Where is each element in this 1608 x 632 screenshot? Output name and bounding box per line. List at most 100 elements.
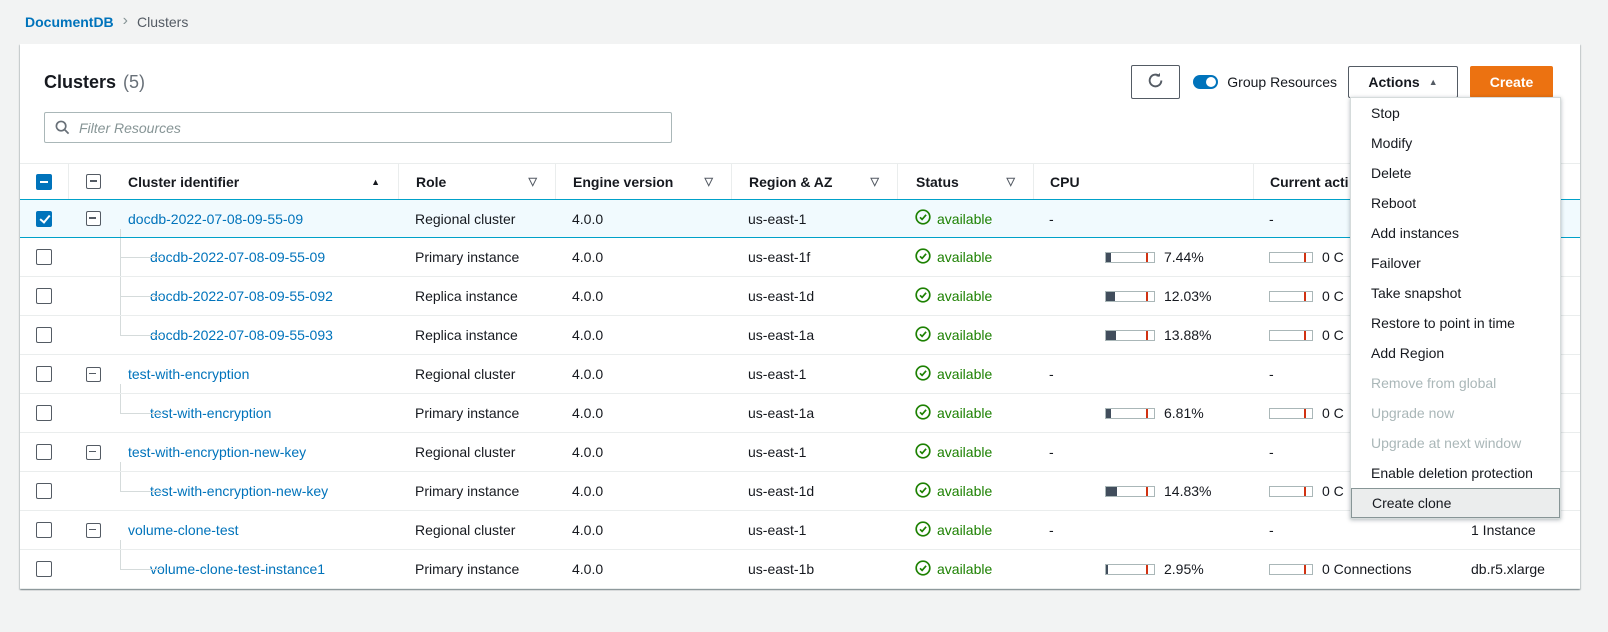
refresh-button[interactable] [1131,65,1181,99]
column-header-cpu[interactable]: CPU [1033,164,1253,199]
column-header-role[interactable]: Role ▽ [398,164,555,199]
region-az-cell: us-east-1a [748,405,815,421]
row-checkbox[interactable] [36,288,52,304]
role-cell: Regional cluster [415,522,516,538]
group-resources-label: Group Resources [1227,74,1337,90]
actions-menu-item[interactable]: Add Region [1351,338,1560,368]
engine-version-cell: 4.0.0 [572,444,604,460]
row-checkbox[interactable] [36,210,52,227]
cluster-link[interactable]: test-with-encryption [150,405,272,421]
table-row[interactable]: docdb-2022-07-08-09-55-093 Replica insta… [20,316,1580,355]
cluster-link[interactable]: docdb-2022-07-08-09-55-09 [128,210,304,227]
table-row[interactable]: test-with-encryption-new-key Regional cl… [20,433,1580,472]
row-checkbox[interactable] [36,444,52,460]
actions-menu-item[interactable]: Stop [1351,98,1560,128]
column-header-current-activity[interactable]: Current acti [1253,164,1455,199]
row-checkbox[interactable] [36,522,52,538]
cluster-link[interactable]: test-with-encryption [128,366,250,382]
column-header-cluster-identifier[interactable]: Cluster identifier ▲ [128,173,380,190]
status-label: available [937,249,993,265]
column-header-engine-version[interactable]: Engine version ▽ [555,164,731,199]
cluster-link[interactable]: docdb-2022-07-08-09-55-092 [150,288,333,304]
role-cell: Replica instance [415,327,518,343]
status-label: available [937,522,993,538]
actions-menu-item[interactable]: Add instances [1351,218,1560,248]
cluster-link[interactable]: docdb-2022-07-08-09-55-093 [150,327,333,343]
cluster-link[interactable]: docdb-2022-07-08-09-55-09 [150,249,326,265]
table-row[interactable]: docdb-2022-07-08-09-55-09 Primary instan… [20,238,1580,277]
sort-icon[interactable]: ▽ [1006,176,1015,188]
actions-menu-item[interactable]: Create clone [1351,488,1560,518]
cpu-cell: - [1049,210,1054,227]
clusters-table: Cluster identifier ▲ Role ▽ Engine versi… [20,163,1580,589]
table-row[interactable]: test-with-encryption-new-key Primary ins… [20,472,1580,511]
collapse-row-icon[interactable] [85,522,101,538]
column-header-region-az[interactable]: Region & AZ ▽ [731,164,897,199]
filter-resources-input[interactable] [44,112,672,143]
row-checkbox[interactable] [36,561,52,577]
status-available-icon [915,286,931,306]
select-all-checkbox[interactable] [36,173,52,190]
cpu-usage-bar [1105,251,1155,263]
cpu-cell: - [1049,366,1054,382]
cpu-cell: 6.81% [1033,394,1253,432]
actions-menu-item[interactable]: Modify [1351,128,1560,158]
cluster-link[interactable]: volume-clone-test [128,522,239,538]
collapse-row-icon[interactable] [85,211,101,226]
sort-icon[interactable]: ▽ [528,176,537,188]
table-row[interactable]: volume-clone-test Regional cluster 4.0.0… [20,511,1580,550]
sort-icon[interactable]: ▽ [704,176,713,188]
actions-menu-item[interactable]: Take snapshot [1351,278,1560,308]
row-checkbox[interactable] [36,483,52,499]
breadcrumb-documentdb-link[interactable]: DocumentDB [25,14,114,30]
cpu-usage-bar [1105,407,1155,419]
cluster-link[interactable]: volume-clone-test-instance1 [150,561,326,577]
actions-button[interactable]: Actions ▲ [1348,66,1458,98]
row-checkbox[interactable] [36,249,52,265]
actions-menu-item[interactable]: Restore to point in time [1351,308,1560,338]
actions-menu-item[interactable]: Delete [1351,158,1560,188]
status-label: available [937,444,993,460]
column-header-status[interactable]: Status ▽ [897,164,1033,199]
actions-dropdown-menu: Stop Modify Delete Reboot Add instances … [1350,97,1561,519]
actions-menu-item[interactable]: Reboot [1351,188,1560,218]
collapse-row-icon[interactable] [85,366,101,382]
collapse-all-icon[interactable] [86,174,101,189]
row-checkbox[interactable] [36,366,52,382]
status-cell: available [897,238,1033,276]
role-cell: Regional cluster [415,444,516,460]
status-available-icon [915,403,931,423]
group-resources-toggle[interactable] [1193,75,1219,89]
sort-icon[interactable]: ▽ [870,176,879,188]
table-row[interactable]: test-with-encryption Primary instance 4.… [20,394,1580,433]
actions-menu-item[interactable]: Enable deletion protection [1351,458,1560,488]
cluster-link[interactable]: test-with-encryption-new-key [128,444,307,460]
breadcrumb-chevron-icon: › [122,12,128,29]
engine-version-cell: 4.0.0 [572,210,604,227]
table-row[interactable]: docdb-2022-07-08-09-55-09 Regional clust… [20,199,1580,238]
sort-ascending-icon[interactable]: ▲ [371,176,380,187]
engine-version-cell: 4.0.0 [572,366,604,382]
engine-version-cell: 4.0.0 [572,249,604,265]
current-activity-cell: 0 C [1253,238,1455,276]
table-row[interactable]: volume-clone-test-instance1 Primary inst… [20,550,1580,589]
table-row[interactable]: docdb-2022-07-08-09-55-092 Replica insta… [20,277,1580,316]
create-button[interactable]: Create [1470,66,1553,98]
status-available-icon [915,325,931,345]
cpu-usage-bar [1105,290,1155,302]
role-cell: Primary instance [415,249,520,265]
actions-menu-item-label: Remove from global [1371,375,1497,391]
cpu-cell: 7.44% [1033,238,1253,276]
collapse-row-icon[interactable] [85,444,101,460]
role-cell: Primary instance [415,405,520,421]
status-available-icon [915,247,931,267]
status-cell: available [897,394,1033,432]
table-row[interactable]: test-with-encryption Regional cluster 4.… [20,355,1580,394]
row-checkbox[interactable] [36,405,52,421]
cluster-link[interactable]: test-with-encryption-new-key [150,483,329,499]
engine-version-cell: 4.0.0 [572,405,604,421]
row-checkbox[interactable] [36,327,52,343]
cpu-cell: - [1049,522,1054,538]
actions-menu-item[interactable]: Failover [1351,248,1560,278]
